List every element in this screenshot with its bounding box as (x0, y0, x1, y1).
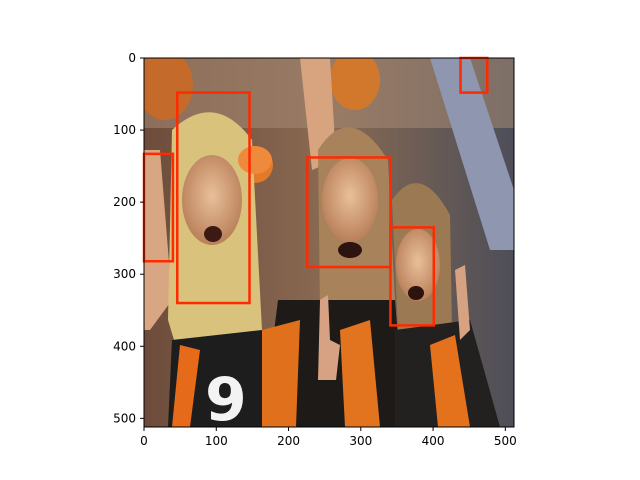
y-tick-label: 100 (113, 123, 136, 137)
x-tick-label: 300 (349, 434, 372, 448)
axes-frame (143, 57, 515, 428)
x-tick-label: 0 (140, 434, 148, 448)
x-tick-label: 500 (494, 434, 517, 448)
y-tick-label: 300 (113, 267, 136, 281)
photo: 9 (144, 58, 514, 435)
face-box-1 (175, 91, 251, 305)
x-axis: 0 100 200 300 400 500 (140, 427, 517, 448)
y-tick-label: 200 (113, 195, 136, 209)
y-tick-label: 500 (113, 411, 136, 425)
face-box-3 (306, 156, 392, 269)
y-tick-label: 400 (113, 339, 136, 353)
face-box-4 (389, 226, 436, 327)
y-tick-label: 0 (128, 51, 136, 65)
x-tick-label: 100 (205, 434, 228, 448)
y-axis: 0 100 200 300 400 500 (113, 51, 144, 425)
svg-text:9: 9 (205, 365, 247, 435)
x-tick-label: 200 (277, 434, 300, 448)
x-tick-label: 400 (422, 434, 445, 448)
